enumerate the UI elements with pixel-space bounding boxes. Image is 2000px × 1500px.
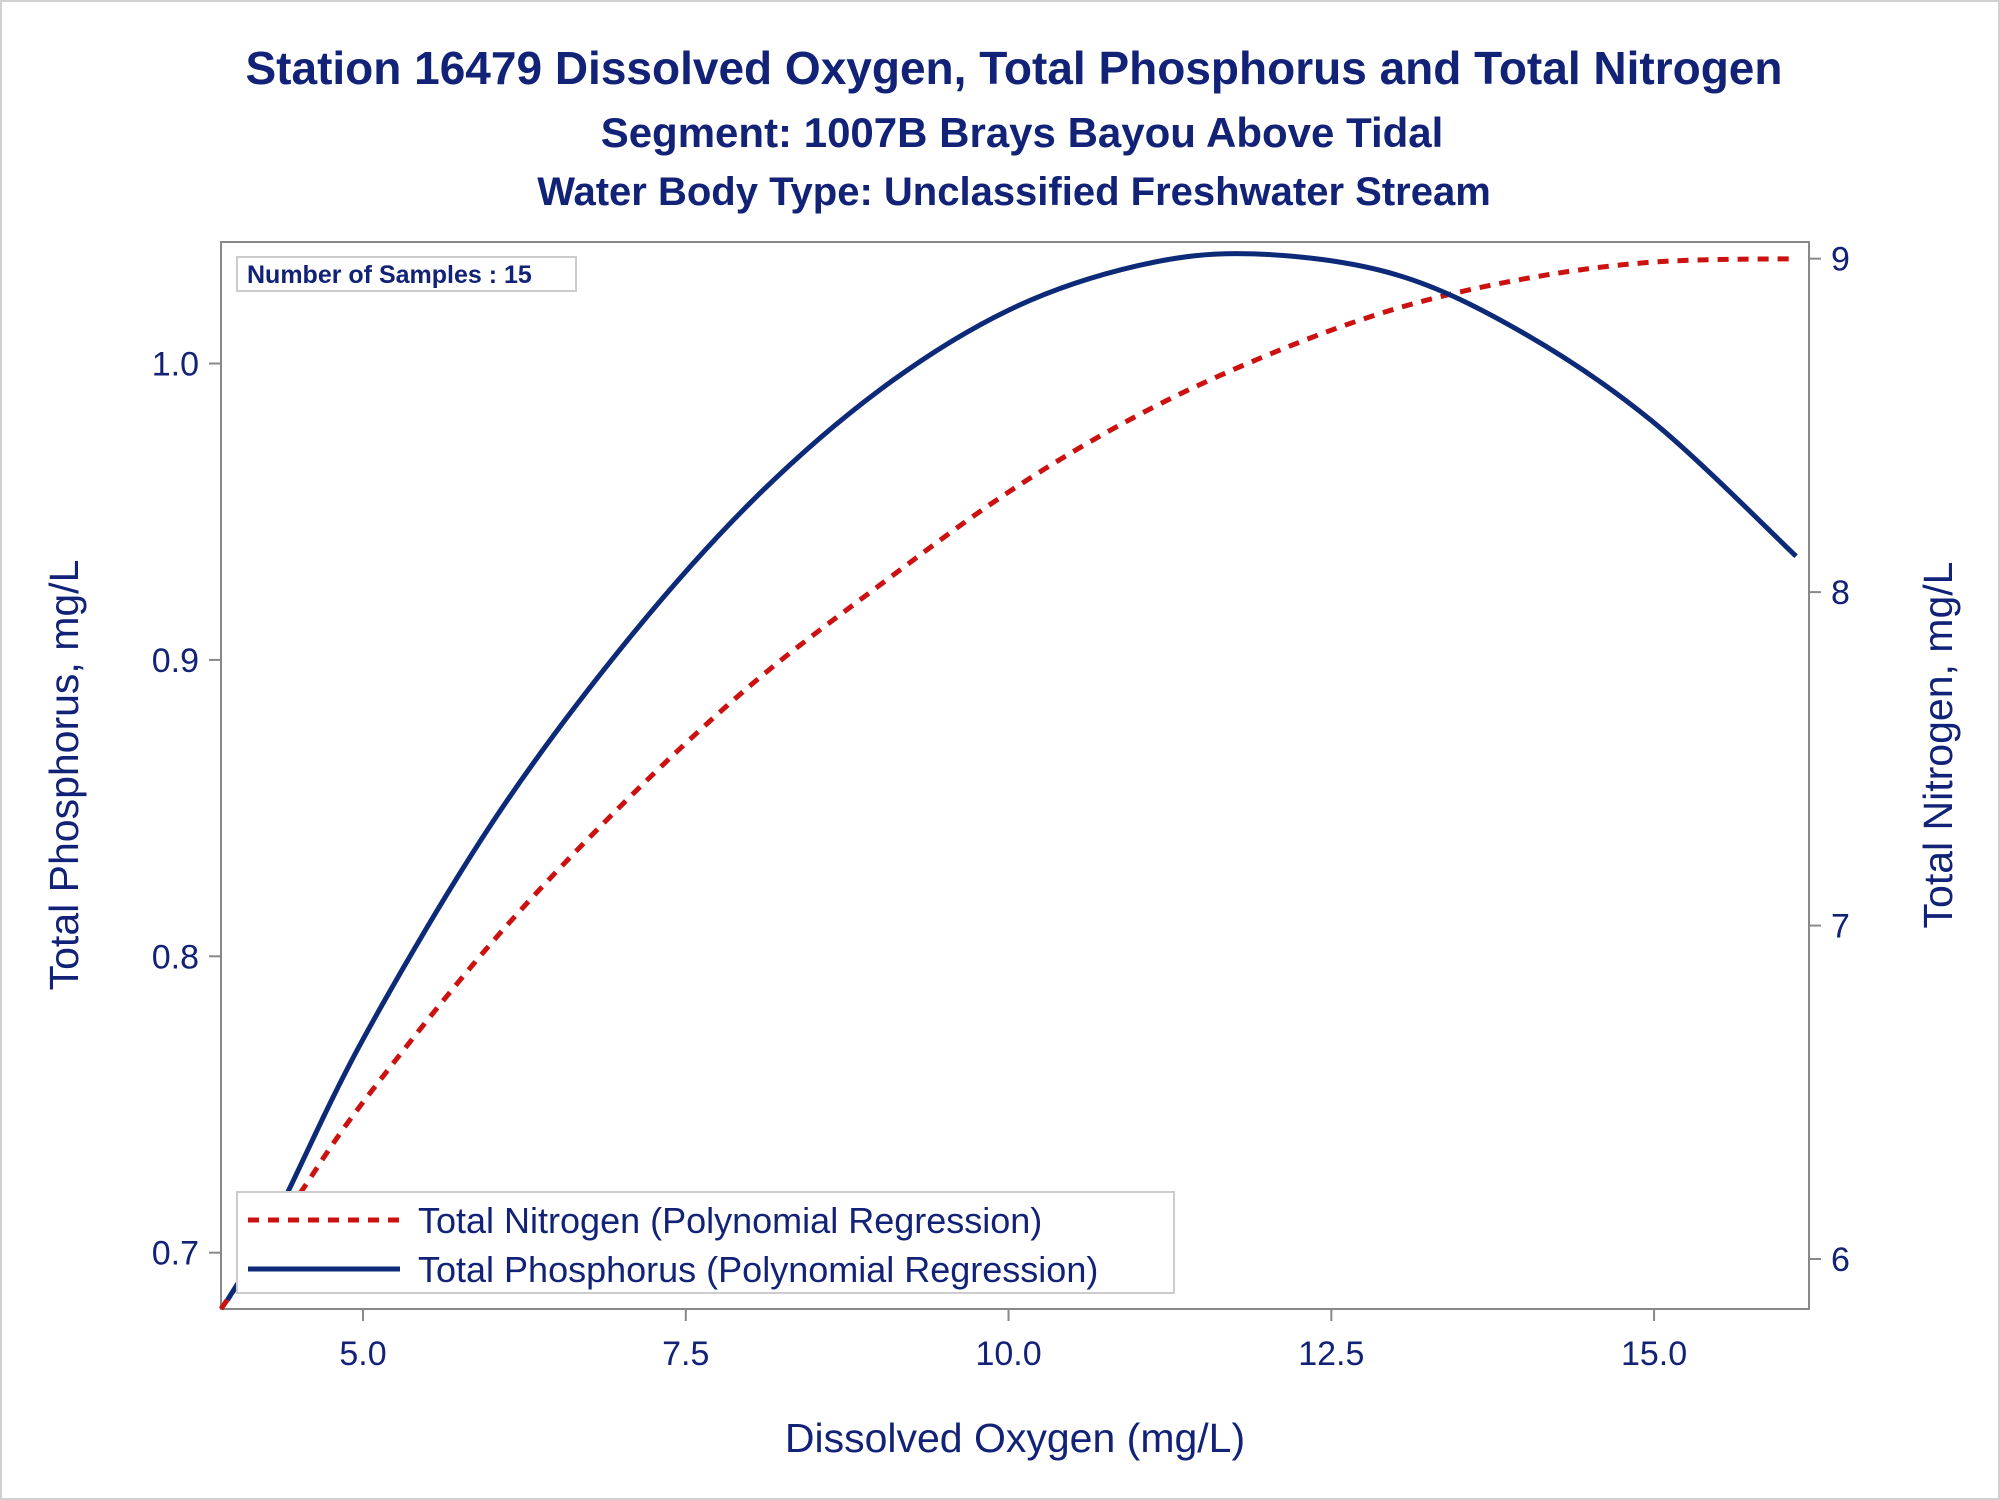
- y-left-tick-label: 0.7: [152, 1235, 199, 1273]
- legend-label-nitrogen: Total Nitrogen (Polynomial Regression): [418, 1200, 1042, 1241]
- y-left-tick-label: 1.0: [152, 346, 199, 384]
- y-right-tick-label: 8: [1831, 574, 1850, 612]
- legend-label-phosphorus: Total Phosphorus (Polynomial Regression): [418, 1249, 1098, 1290]
- y-axis-left-ticks: 0.7 0.8 0.9 1.0: [152, 346, 221, 1273]
- y-right-tick-label: 7: [1831, 908, 1850, 946]
- y-axis-left-label: Total Phosphorus, mg/L: [41, 560, 87, 991]
- series-layer: [218, 251, 1798, 1311]
- sample-count-label: Number of Samples : 15: [247, 261, 532, 289]
- x-tick-label: 15.0: [1621, 1335, 1687, 1373]
- sample-count-box: [236, 256, 577, 292]
- x-tick-label: 10.0: [975, 1335, 1041, 1373]
- chart-subtitle-segment: Segment: 1007B Brays Bayou Above Tidal: [601, 109, 1444, 156]
- y-right-tick-label: 9: [1831, 241, 1850, 279]
- y-left-tick-label: 0.9: [152, 642, 199, 680]
- plot-area: [220, 241, 1810, 1310]
- chart-subtitle-waterbody: Water Body Type: Unclassified Freshwater…: [537, 170, 1491, 214]
- series-line-nitrogen: [218, 256, 1797, 1311]
- legend-box: [236, 1191, 1175, 1294]
- x-axis-label: Dissolved Oxygen (mg/L): [785, 1415, 1245, 1461]
- series-line-phosphorus: [225, 251, 1798, 1302]
- y-left-tick-label: 0.8: [152, 938, 199, 976]
- x-tick-label: 5.0: [339, 1335, 386, 1373]
- x-tick-label: 12.5: [1298, 1335, 1364, 1373]
- x-tick-label: 7.5: [662, 1335, 709, 1373]
- x-axis-ticks: 5.0 7.5 10.0 12.5 15.0: [339, 1309, 1687, 1373]
- y-axis-right-ticks: 6 7 8 9: [1809, 241, 1850, 1279]
- chart-title: Station 16479 Dissolved Oxygen, Total Ph…: [245, 42, 1782, 94]
- y-axis-right-label: Total Nitrogen, mg/L: [1915, 562, 1961, 929]
- y-right-tick-label: 6: [1831, 1241, 1850, 1279]
